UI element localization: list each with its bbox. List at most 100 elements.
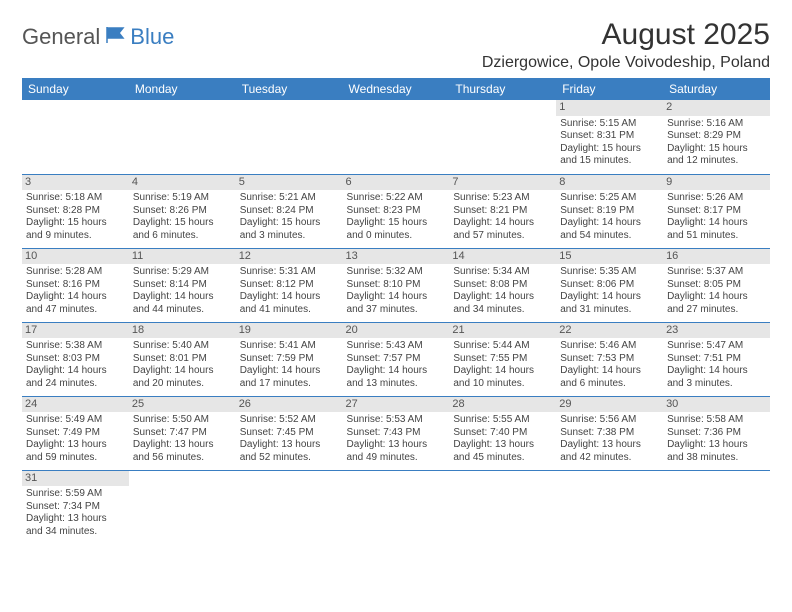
calendar-table: SundayMondayTuesdayWednesdayThursdayFrid… <box>22 78 770 544</box>
daylight-text: Daylight: 13 hours <box>667 439 766 452</box>
sunrise-text: Sunrise: 5:28 AM <box>26 266 125 279</box>
calendar-week-row: 1Sunrise: 5:15 AMSunset: 8:31 PMDaylight… <box>22 100 770 174</box>
calendar-day-cell: 18Sunrise: 5:40 AMSunset: 8:01 PMDayligh… <box>129 322 236 396</box>
calendar-day-cell: 5Sunrise: 5:21 AMSunset: 8:24 PMDaylight… <box>236 174 343 248</box>
sunrise-text: Sunrise: 5:50 AM <box>133 414 232 427</box>
day-number: 25 <box>129 397 236 413</box>
sunrise-text: Sunrise: 5:46 AM <box>560 340 659 353</box>
daylight-text: and 24 minutes. <box>26 378 125 391</box>
sunrise-text: Sunrise: 5:58 AM <box>667 414 766 427</box>
daylight-text: and 15 minutes. <box>560 155 659 168</box>
daylight-text: Daylight: 15 hours <box>133 217 232 230</box>
calendar-day-cell: 12Sunrise: 5:31 AMSunset: 8:12 PMDayligh… <box>236 248 343 322</box>
sunset-text: Sunset: 7:45 PM <box>240 427 339 440</box>
sunrise-text: Sunrise: 5:44 AM <box>453 340 552 353</box>
daylight-text: Daylight: 15 hours <box>667 143 766 156</box>
daylight-text: and 27 minutes. <box>667 304 766 317</box>
sunrise-text: Sunrise: 5:35 AM <box>560 266 659 279</box>
daylight-text: and 17 minutes. <box>240 378 339 391</box>
calendar-day-cell <box>663 470 770 544</box>
location-subtitle: Dziergowice, Opole Voivodeship, Poland <box>482 54 770 72</box>
calendar-day-cell <box>236 470 343 544</box>
sunrise-text: Sunrise: 5:47 AM <box>667 340 766 353</box>
weekday-header: Monday <box>129 78 236 100</box>
calendar-day-cell <box>22 100 129 174</box>
sunrise-text: Sunrise: 5:55 AM <box>453 414 552 427</box>
day-number: 21 <box>449 323 556 339</box>
day-number: 14 <box>449 249 556 265</box>
sunset-text: Sunset: 7:43 PM <box>347 427 446 440</box>
calendar-day-cell <box>236 100 343 174</box>
calendar-week-row: 10Sunrise: 5:28 AMSunset: 8:16 PMDayligh… <box>22 248 770 322</box>
day-number: 28 <box>449 397 556 413</box>
day-number: 8 <box>556 175 663 191</box>
calendar-day-cell: 8Sunrise: 5:25 AMSunset: 8:19 PMDaylight… <box>556 174 663 248</box>
weekday-header: Friday <box>556 78 663 100</box>
daylight-text: Daylight: 14 hours <box>667 217 766 230</box>
weekday-header: Tuesday <box>236 78 343 100</box>
calendar-header-row: SundayMondayTuesdayWednesdayThursdayFrid… <box>22 78 770 100</box>
logo-text-blue: Blue <box>130 24 174 50</box>
calendar-day-cell: 1Sunrise: 5:15 AMSunset: 8:31 PMDaylight… <box>556 100 663 174</box>
daylight-text: and 59 minutes. <box>26 452 125 465</box>
sunrise-text: Sunrise: 5:18 AM <box>26 192 125 205</box>
sunset-text: Sunset: 7:51 PM <box>667 353 766 366</box>
sunrise-text: Sunrise: 5:15 AM <box>560 118 659 131</box>
sunrise-text: Sunrise: 5:25 AM <box>560 192 659 205</box>
sunrise-text: Sunrise: 5:26 AM <box>667 192 766 205</box>
calendar-day-cell: 13Sunrise: 5:32 AMSunset: 8:10 PMDayligh… <box>343 248 450 322</box>
daylight-text: Daylight: 13 hours <box>240 439 339 452</box>
day-number: 31 <box>22 471 129 487</box>
sunset-text: Sunset: 8:05 PM <box>667 279 766 292</box>
calendar-day-cell: 26Sunrise: 5:52 AMSunset: 7:45 PMDayligh… <box>236 396 343 470</box>
daylight-text: and 6 minutes. <box>133 230 232 243</box>
daylight-text: Daylight: 14 hours <box>133 365 232 378</box>
sunset-text: Sunset: 8:17 PM <box>667 205 766 218</box>
logo-text-general: General <box>22 24 100 50</box>
day-number: 2 <box>663 100 770 116</box>
sunrise-text: Sunrise: 5:19 AM <box>133 192 232 205</box>
day-number: 6 <box>343 175 450 191</box>
calendar-day-cell: 16Sunrise: 5:37 AMSunset: 8:05 PMDayligh… <box>663 248 770 322</box>
sunset-text: Sunset: 8:28 PM <box>26 205 125 218</box>
calendar-day-cell: 7Sunrise: 5:23 AMSunset: 8:21 PMDaylight… <box>449 174 556 248</box>
daylight-text: Daylight: 13 hours <box>560 439 659 452</box>
daylight-text: and 12 minutes. <box>667 155 766 168</box>
daylight-text: Daylight: 13 hours <box>347 439 446 452</box>
sunset-text: Sunset: 7:55 PM <box>453 353 552 366</box>
daylight-text: Daylight: 14 hours <box>347 291 446 304</box>
calendar-day-cell <box>449 470 556 544</box>
sunrise-text: Sunrise: 5:16 AM <box>667 118 766 131</box>
day-number: 30 <box>663 397 770 413</box>
calendar-day-cell: 30Sunrise: 5:58 AMSunset: 7:36 PMDayligh… <box>663 396 770 470</box>
day-number: 10 <box>22 249 129 265</box>
calendar-day-cell: 10Sunrise: 5:28 AMSunset: 8:16 PMDayligh… <box>22 248 129 322</box>
daylight-text: Daylight: 15 hours <box>347 217 446 230</box>
sunset-text: Sunset: 8:19 PM <box>560 205 659 218</box>
calendar-day-cell: 24Sunrise: 5:49 AMSunset: 7:49 PMDayligh… <box>22 396 129 470</box>
page-title: August 2025 <box>482 18 770 52</box>
sunset-text: Sunset: 8:23 PM <box>347 205 446 218</box>
daylight-text: and 52 minutes. <box>240 452 339 465</box>
daylight-text: Daylight: 14 hours <box>26 365 125 378</box>
calendar-day-cell: 22Sunrise: 5:46 AMSunset: 7:53 PMDayligh… <box>556 322 663 396</box>
calendar-day-cell: 3Sunrise: 5:18 AMSunset: 8:28 PMDaylight… <box>22 174 129 248</box>
sunset-text: Sunset: 7:49 PM <box>26 427 125 440</box>
sunrise-text: Sunrise: 5:53 AM <box>347 414 446 427</box>
sunrise-text: Sunrise: 5:29 AM <box>133 266 232 279</box>
sunrise-text: Sunrise: 5:56 AM <box>560 414 659 427</box>
sunrise-text: Sunrise: 5:38 AM <box>26 340 125 353</box>
daylight-text: Daylight: 15 hours <box>240 217 339 230</box>
daylight-text: and 3 minutes. <box>240 230 339 243</box>
daylight-text: Daylight: 14 hours <box>453 217 552 230</box>
day-number: 11 <box>129 249 236 265</box>
calendar-day-cell: 4Sunrise: 5:19 AMSunset: 8:26 PMDaylight… <box>129 174 236 248</box>
sunrise-text: Sunrise: 5:40 AM <box>133 340 232 353</box>
calendar-day-cell: 19Sunrise: 5:41 AMSunset: 7:59 PMDayligh… <box>236 322 343 396</box>
sunrise-text: Sunrise: 5:59 AM <box>26 488 125 501</box>
calendar-day-cell: 17Sunrise: 5:38 AMSunset: 8:03 PMDayligh… <box>22 322 129 396</box>
sunrise-text: Sunrise: 5:37 AM <box>667 266 766 279</box>
daylight-text: Daylight: 14 hours <box>667 291 766 304</box>
day-number: 13 <box>343 249 450 265</box>
title-block: August 2025 Dziergowice, Opole Voivodesh… <box>482 18 770 72</box>
